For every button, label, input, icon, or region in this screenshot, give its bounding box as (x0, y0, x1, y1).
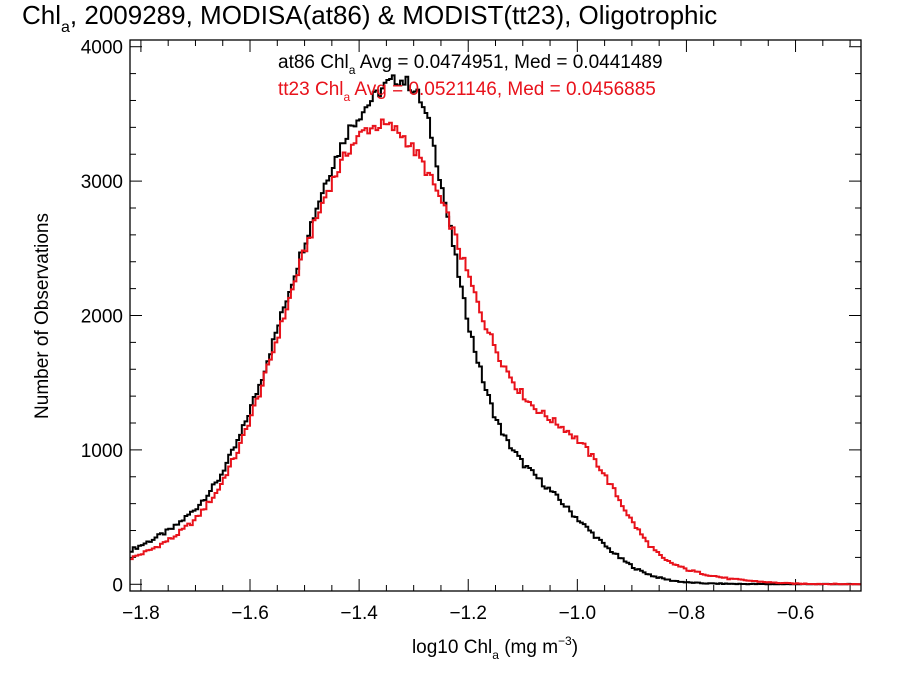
chart-title-sub: a (61, 19, 70, 36)
legend-tt23-sub: a (343, 90, 350, 104)
y-tick-label: 1000 (81, 441, 123, 462)
series-at86-histogram (130, 74, 861, 586)
x-axis-label-unit: (mg m (499, 637, 558, 658)
series-tt23-histogram (130, 118, 861, 586)
legend-tt23: tt23 Chla Avg = 0.0521146, Med = 0.04568… (278, 79, 656, 104)
y-tick-label: 3000 (81, 172, 123, 193)
legend-tt23-suffix: Avg = 0.0521146, Med = 0.0456885 (350, 79, 656, 100)
chart-title: Chla, 2009289, MODISA(at86) & MODIST(tt2… (22, 0, 717, 36)
chart-title-main: Chl (22, 0, 61, 30)
plot-frame (129, 39, 862, 592)
x-tick-label: −1.6 (231, 603, 269, 624)
x-tick-label: −1.4 (340, 603, 378, 624)
chart-title-rest: , 2009289, MODISA(at86) & MODIST(tt23), … (70, 0, 717, 30)
x-tick-label: −0.8 (668, 603, 706, 624)
x-axis-label-sub: a (492, 648, 499, 662)
y-tick-label: 4000 (81, 38, 123, 59)
y-axis-label: Number of Observations (32, 213, 53, 419)
y-tick-label: 2000 (81, 307, 123, 328)
legend-at86-suffix: Avg = 0.0474951, Med = 0.0441489 (355, 52, 662, 73)
series-layer (130, 74, 861, 586)
legend-tt23-prefix: tt23 Chl (278, 79, 343, 100)
x-axis-label-sup: −3 (558, 634, 572, 648)
axes-layer: −1.8 −1.6 −1.4 −1.2 −1.0 −0.8 −0.6 0 1000 2000 300… (81, 38, 861, 624)
legend-at86-prefix: at86 Chl (278, 52, 349, 73)
x-tick-label: −1.2 (449, 603, 487, 624)
x-tick-label: −0.6 (777, 603, 815, 624)
legend-at86: at86 Chla Avg = 0.0474951, Med = 0.04414… (278, 52, 663, 77)
x-tick-label: −1.8 (122, 603, 160, 624)
x-axis-label-close: ) (572, 637, 578, 658)
x-axis-label: log10 Chla (mg m−3) (412, 634, 578, 662)
y-tick-label: 0 (112, 575, 123, 596)
x-axis-label-main: log10 Chl (412, 637, 492, 658)
x-tick-label: −1.0 (559, 603, 597, 624)
legend-at86-sub: a (349, 63, 356, 77)
